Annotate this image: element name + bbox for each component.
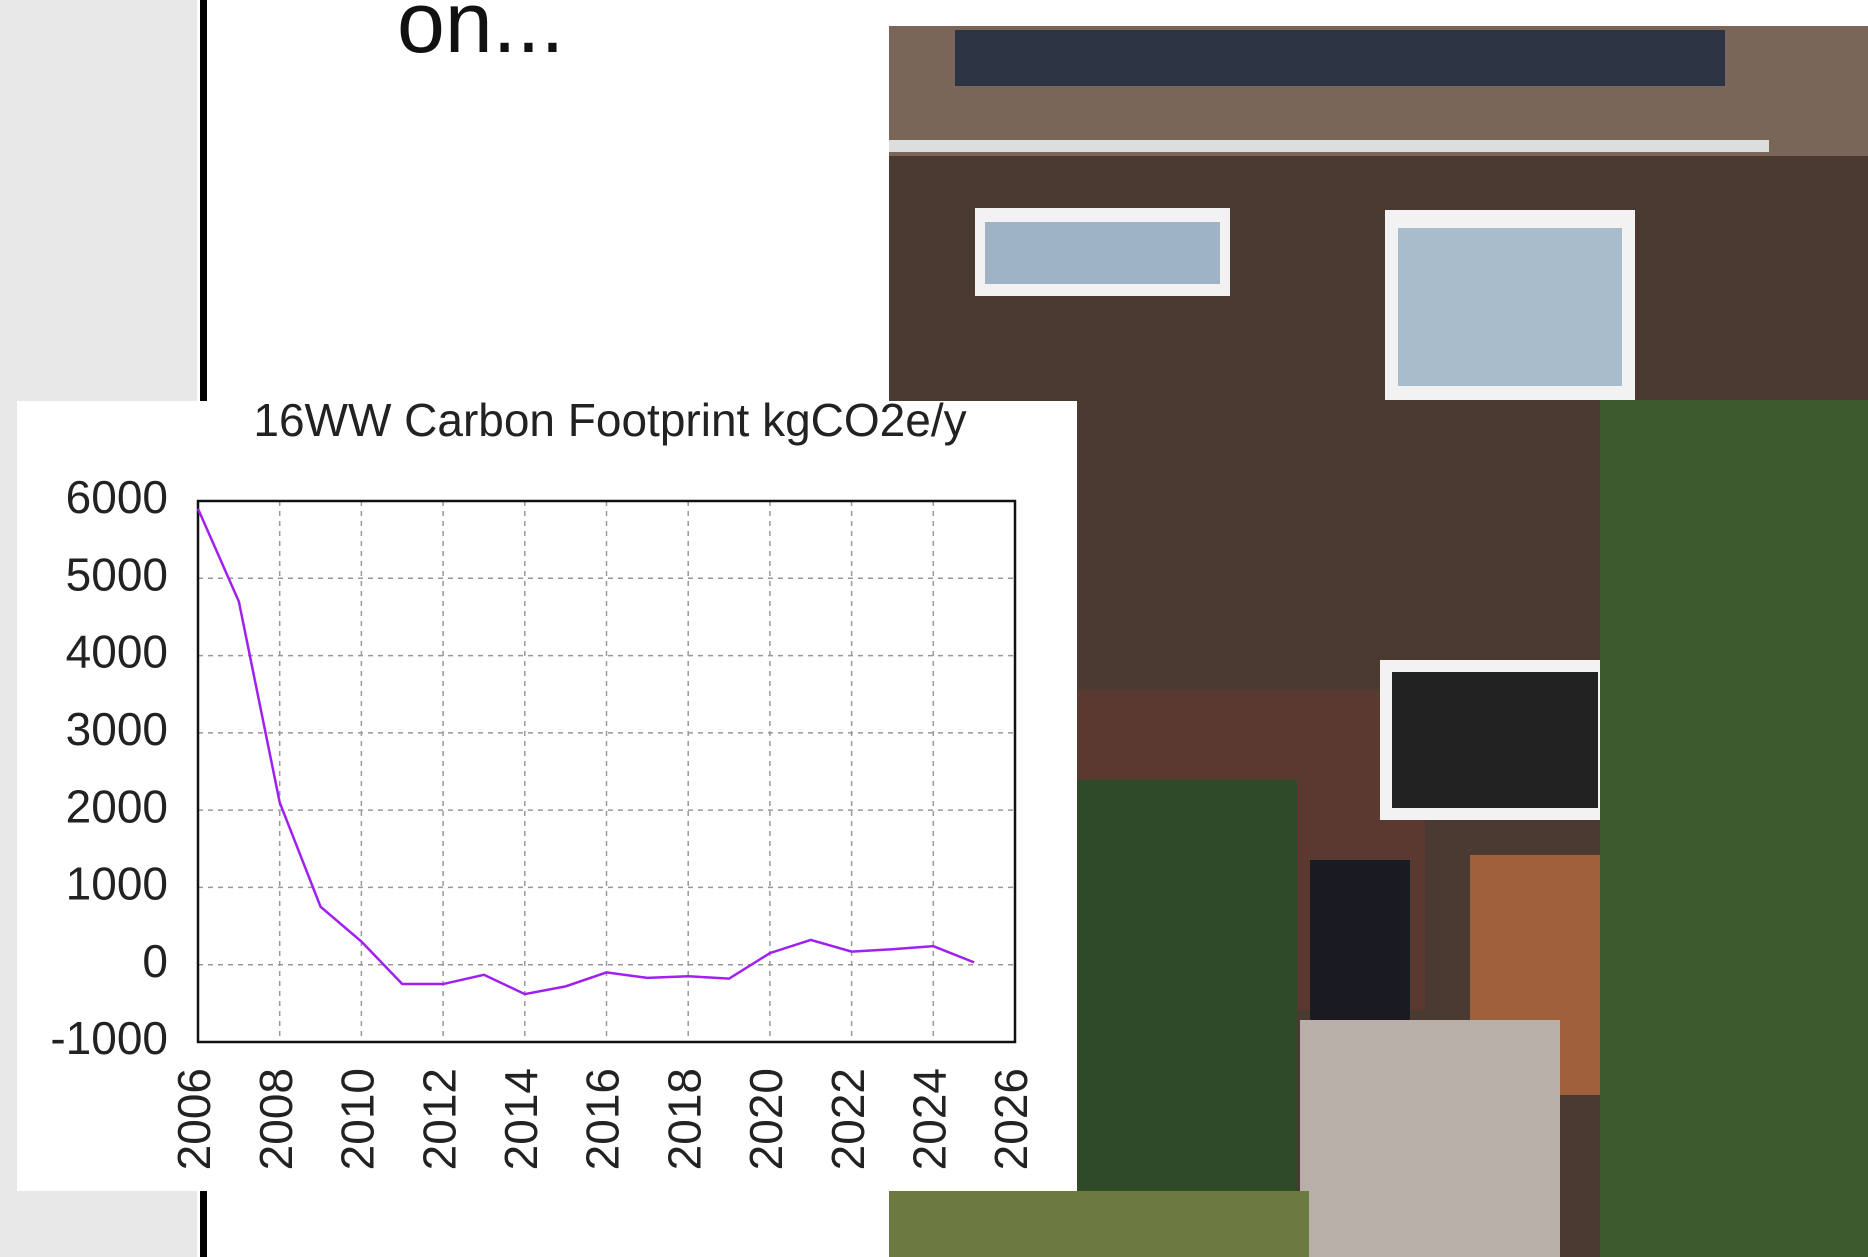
chart-title: 16WW Carbon Footprint kgCO2e/y xyxy=(253,394,966,446)
x-tick-label: 2016 xyxy=(577,1068,629,1170)
y-tick-label: 6000 xyxy=(66,471,168,523)
x-tick-label: 2008 xyxy=(250,1068,302,1170)
x-tick-label: 2006 xyxy=(168,1068,220,1170)
chart: 16WW Carbon Footprint kgCO2e/y -1000 0 100… xyxy=(0,0,1868,1257)
x-tick-label: 2020 xyxy=(740,1068,792,1170)
y-tick-label: 1000 xyxy=(66,858,168,910)
x-tick-label: 2012 xyxy=(413,1068,465,1170)
y-tick-label: 5000 xyxy=(66,548,168,600)
slide: on... 16WW Carbon Footprint kgCO2e/y -10… xyxy=(0,0,1868,1257)
x-tick-label: 2018 xyxy=(658,1068,710,1170)
y-tick-label: 2000 xyxy=(66,780,168,832)
data-line xyxy=(198,509,974,994)
x-tick-label: 2022 xyxy=(822,1068,874,1170)
y-tick-label: 0 xyxy=(142,935,168,987)
x-tick-label: 2014 xyxy=(495,1068,547,1170)
x-tick-label: 2024 xyxy=(903,1068,955,1170)
x-tick-label: 2010 xyxy=(332,1068,384,1170)
y-tick-label: -1000 xyxy=(50,1012,168,1064)
y-tick-label: 4000 xyxy=(66,626,168,678)
x-tick-label: 2026 xyxy=(985,1068,1037,1170)
y-tick-label: 3000 xyxy=(66,703,168,755)
